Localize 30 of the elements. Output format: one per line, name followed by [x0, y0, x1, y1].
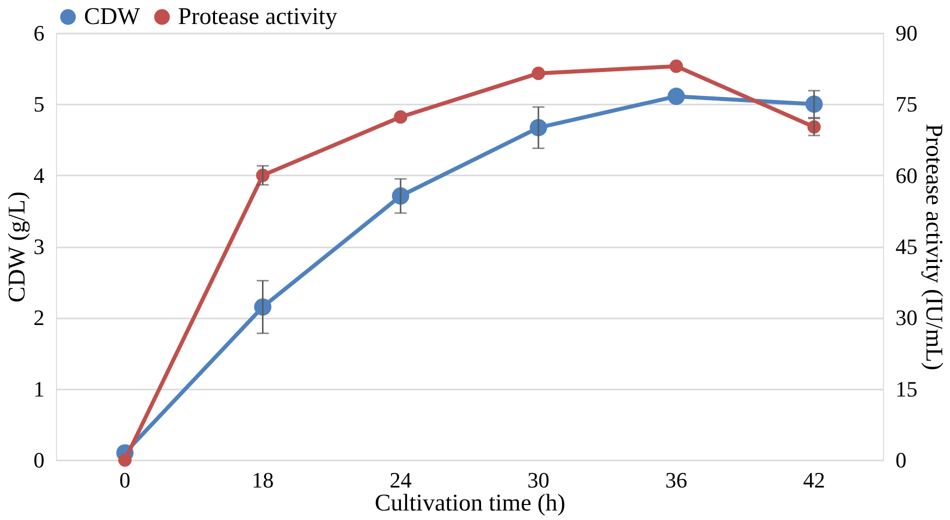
y-tick-label: 3 [34, 234, 44, 259]
y2-tick-label: 15 [896, 376, 918, 402]
y-tick-label: 6 [34, 20, 44, 46]
x-tick-label: 30 [527, 468, 550, 492]
point [118, 453, 132, 467]
point [394, 110, 408, 124]
y-tick-label: 5 [34, 92, 44, 117]
y2-tick-label: 60 [896, 162, 918, 188]
x-tick-label: 36 [665, 468, 688, 492]
point [670, 60, 683, 73]
point [532, 66, 546, 80]
x-tick-label: 0 [119, 468, 130, 492]
y2-tick-label: 75 [896, 92, 918, 117]
y2-tick-label: 45 [896, 234, 918, 259]
y-tick-label: 1 [34, 376, 44, 402]
x-tick-label: 24 [390, 468, 412, 492]
point [668, 88, 685, 105]
y-tick-label: 0 [34, 448, 44, 472]
y-axis-title: CDW (g/L) [4, 192, 30, 302]
x-tick-label: 18 [252, 468, 274, 492]
y2-tick-label: 30 [896, 305, 918, 330]
y2-axis-title: Protease activity (IU/mL) [920, 124, 946, 370]
legend-label: CDW [84, 4, 140, 30]
y2-tick-label: 90 [896, 20, 918, 46]
y-tick-label: 4 [34, 162, 44, 188]
y-tick-label: 2 [34, 305, 44, 330]
x-axis-title: Cultivation time (h) [374, 490, 566, 516]
legend-label: Protease activity [178, 4, 338, 30]
y2-tick-label: 0 [896, 448, 906, 472]
x-tick-label: 42 [803, 468, 826, 492]
